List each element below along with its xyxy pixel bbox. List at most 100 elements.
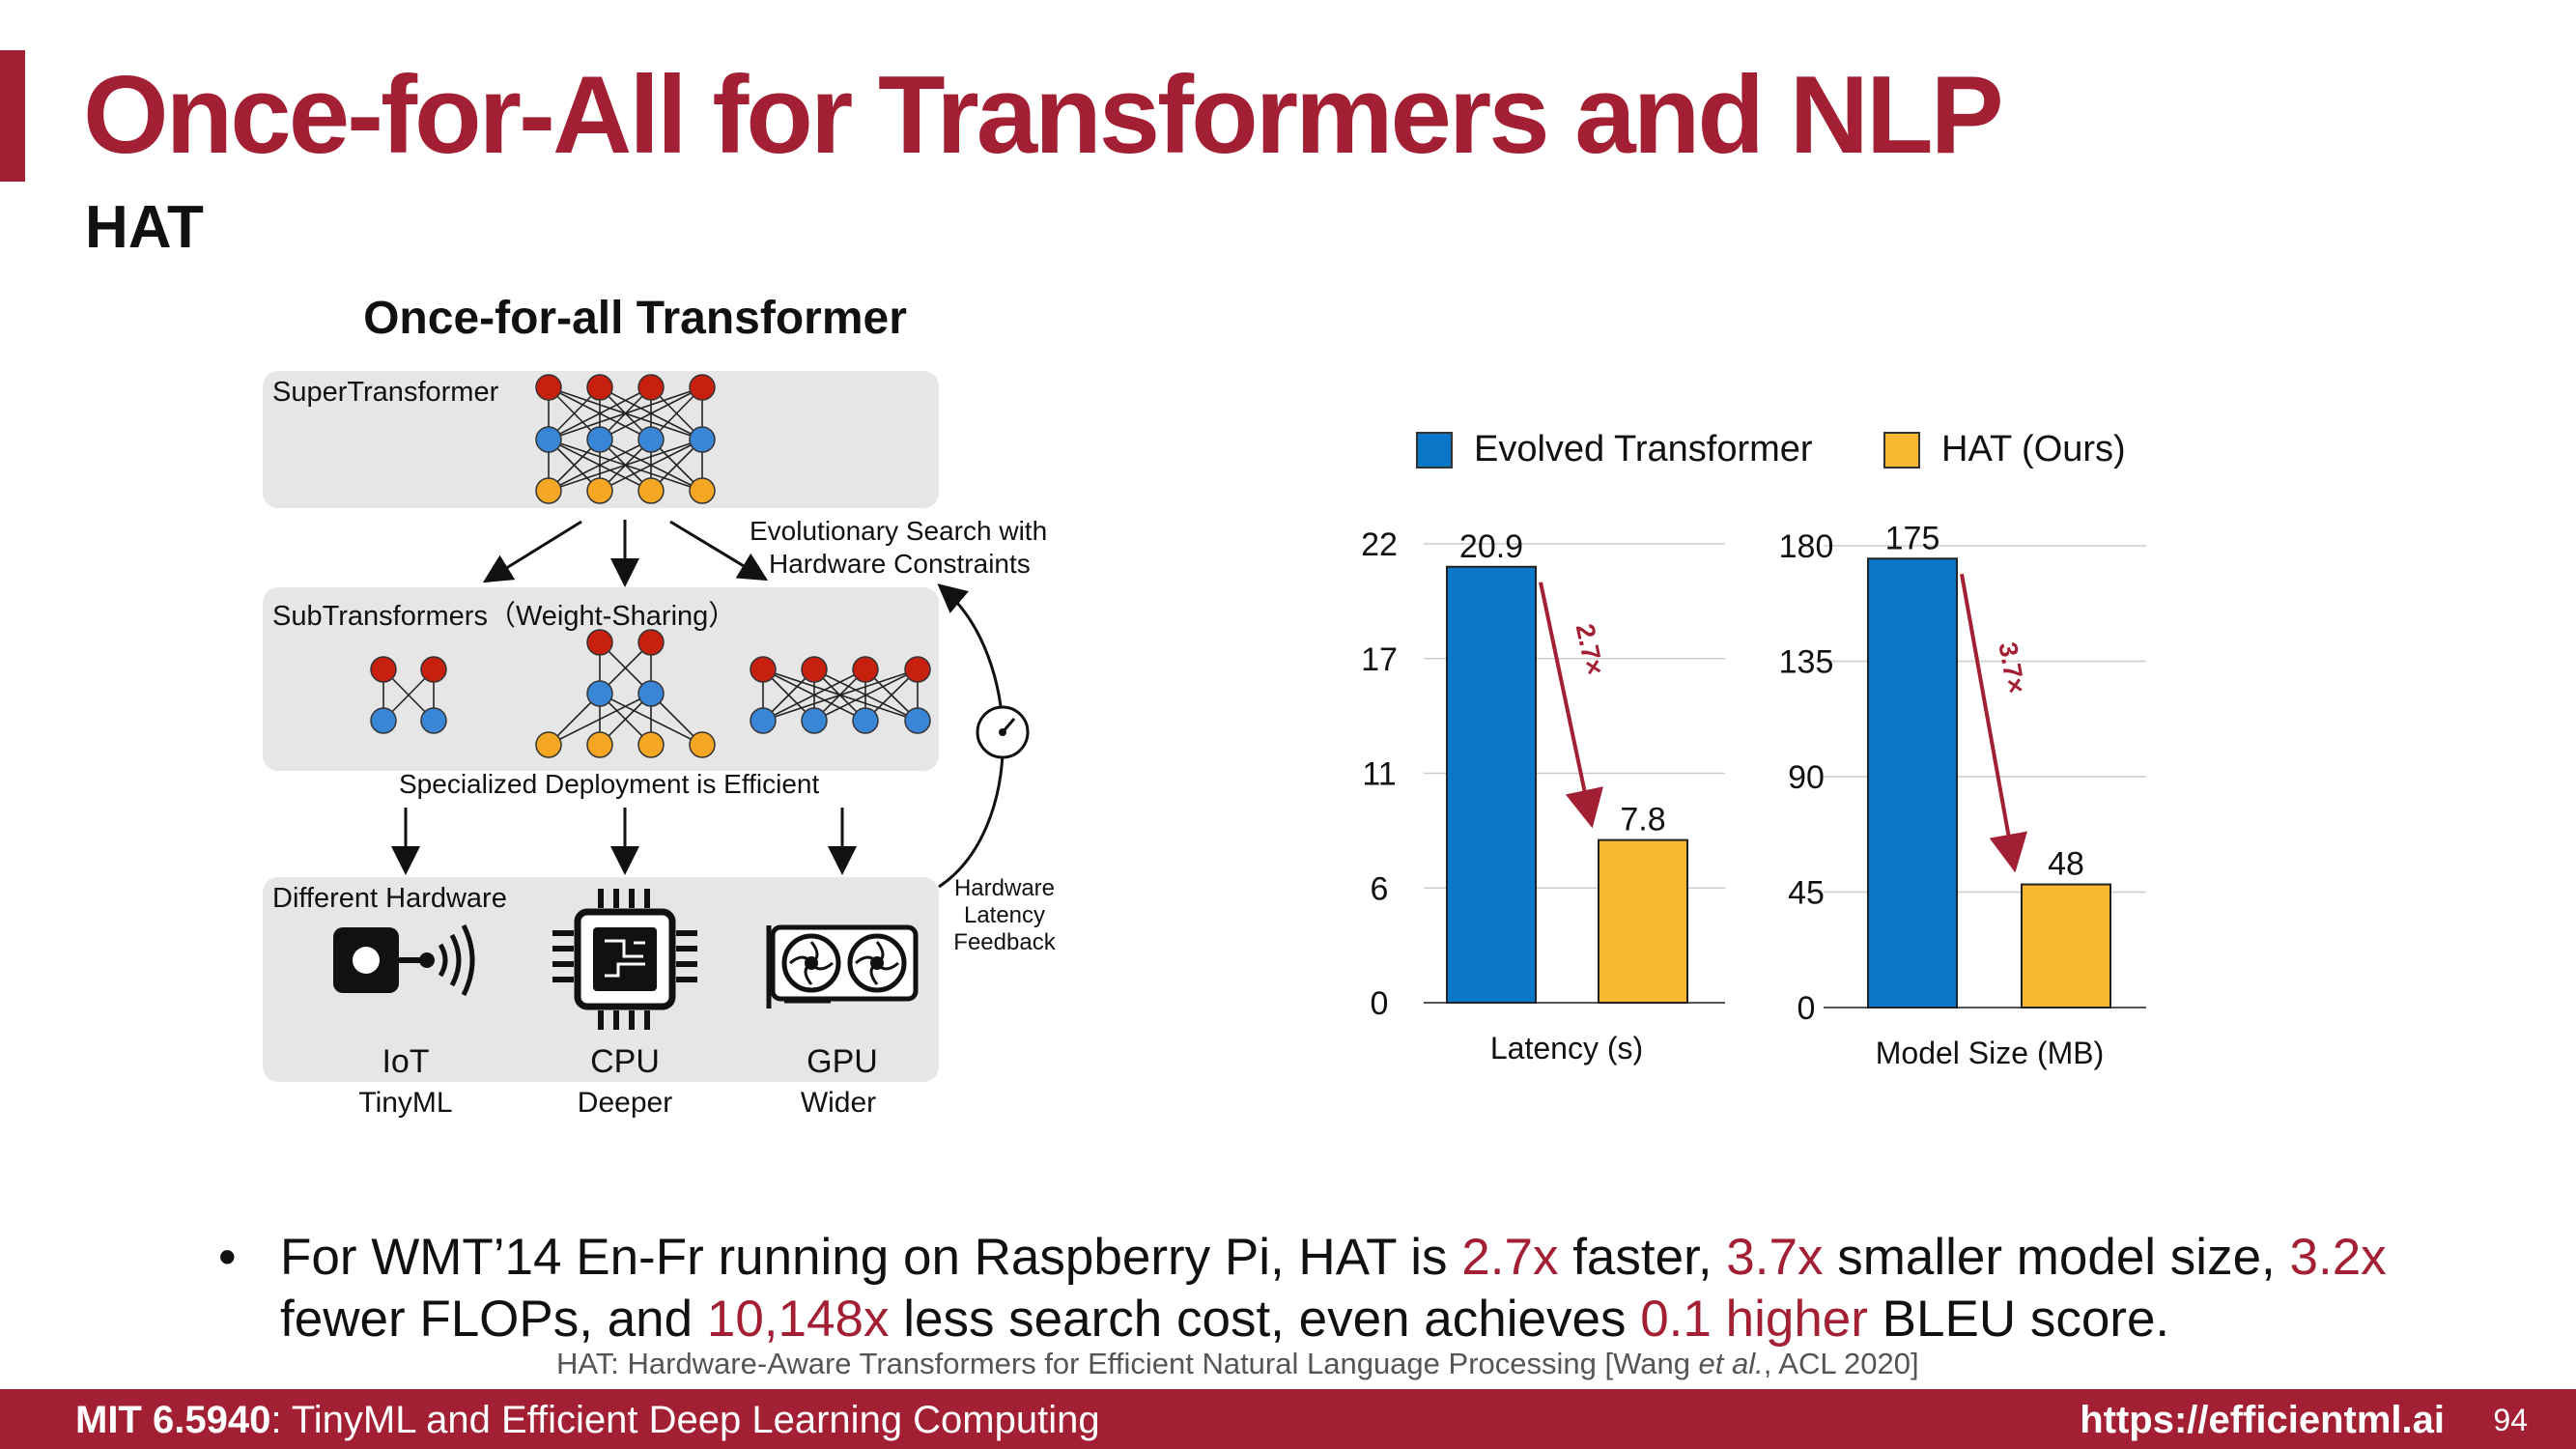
- supertransformer-label: SuperTransformer: [272, 377, 499, 408]
- diagram-heading: Once-for-all Transformer: [363, 293, 907, 344]
- network-node: [904, 656, 931, 683]
- search-label-line1: Evolutionary Search with: [750, 516, 1048, 546]
- network-edge: [762, 668, 866, 722]
- slide-title: Once-for-All for Transformers and NLP: [83, 54, 2004, 177]
- deploy-label: Specialized Deployment is Efficient: [399, 769, 820, 799]
- bar-evolved: [1867, 557, 1958, 1009]
- network-node: [637, 731, 665, 758]
- page-number: 94: [2493, 1403, 2528, 1437]
- y-tick-label: 0: [1798, 990, 1816, 1027]
- network-node: [370, 656, 397, 683]
- network-node: [535, 374, 562, 401]
- highlight-smaller: 3.7x: [1726, 1229, 1824, 1286]
- bullet-text-part: BLEU score.: [1867, 1291, 2170, 1348]
- slide-subtitle: HAT: [85, 194, 204, 261]
- bullet-text-part: faster,: [1558, 1229, 1727, 1286]
- network-node: [689, 426, 716, 453]
- y-tick-label: 0: [1371, 985, 1389, 1022]
- legend-swatch-hat: [1883, 431, 1920, 469]
- network-node: [586, 426, 613, 453]
- data-label: 175: [1885, 520, 1940, 556]
- y-tick-label: 22: [1361, 526, 1398, 563]
- highlight-faster: 2.7x: [1461, 1229, 1559, 1286]
- subtransformers-label: SubTransformers（Weight-Sharing）: [272, 601, 737, 632]
- network-node: [637, 477, 665, 504]
- legend-label-hat: HAT (Ours): [1941, 429, 2126, 469]
- network-node: [586, 374, 613, 401]
- hardware-name-cpu: CPU: [590, 1043, 660, 1080]
- feedback-label-line2: Latency: [963, 902, 1046, 928]
- network-node: [370, 707, 397, 734]
- hardware-sub-cpu: Deeper: [577, 1087, 673, 1119]
- data-label: 20.9: [1459, 528, 1523, 565]
- course-code: MIT 6.5940: [75, 1399, 271, 1441]
- network-edge: [762, 668, 919, 722]
- course-title: : TinyML and Efficient Deep Learning Com…: [270, 1399, 1100, 1441]
- network-node: [801, 707, 828, 734]
- subtransformer-small-network: [370, 656, 447, 734]
- supertransformer-network: [535, 374, 716, 504]
- course-url-link[interactable]: https://efficientml.ai: [2080, 1399, 2445, 1441]
- y-tick-label: 135: [1779, 644, 1834, 681]
- network-node: [420, 707, 447, 734]
- search-label-line2: Hardware Constraints: [769, 549, 1031, 579]
- network-node: [586, 629, 613, 656]
- network-node: [750, 656, 777, 683]
- reduction-annotation: 3.7×: [1993, 639, 2030, 696]
- legend-item-evolved: Evolved Transformer: [1416, 429, 1813, 470]
- data-label: 48: [2048, 846, 2084, 883]
- highlight-search-cost: 10,148x: [706, 1291, 890, 1348]
- gpu-card-icon: [766, 924, 919, 1009]
- footer-course: MIT 6.5940: TinyML and Efficient Deep Le…: [75, 1399, 1100, 1442]
- y-tick-label: 6: [1371, 870, 1389, 907]
- network-node: [586, 680, 613, 707]
- x-axis-label: Model Size (MB): [1876, 1036, 2105, 1070]
- subtransformers-panel: SubTransformers（Weight-Sharing）: [263, 587, 939, 771]
- network-edge: [599, 386, 703, 440]
- network-node: [852, 707, 879, 734]
- network-edge: [599, 439, 703, 492]
- search-arrow-left: [482, 520, 582, 583]
- legend-item-hat: HAT (Ours): [1883, 429, 2126, 470]
- cpu-chip-icon: [552, 889, 697, 1030]
- bar-evolved: [1446, 565, 1537, 1004]
- subtransformer-deep-network: [535, 629, 716, 758]
- feedback-label-line1: Hardware: [953, 875, 1056, 901]
- network-node: [586, 731, 613, 758]
- y-tick-label: 180: [1779, 528, 1834, 565]
- network-node: [420, 656, 447, 683]
- bar-hat: [1598, 838, 1688, 1004]
- network-edge: [813, 668, 919, 722]
- citation-text: HAT: Hardware-Aware Transformers for Eff…: [556, 1347, 1699, 1380]
- chart-model-size: 180 135 90 45 0 175 48 Model Size (MB) 3.7×: [1779, 520, 2146, 1070]
- network-node: [689, 374, 716, 401]
- network-edge: [548, 386, 652, 440]
- network-node: [535, 426, 562, 453]
- network-node: [586, 477, 613, 504]
- bullet-dot: •: [218, 1229, 237, 1286]
- network-node: [535, 477, 562, 504]
- hardware-sub-gpu: Wider: [800, 1087, 877, 1119]
- network-node: [637, 629, 665, 656]
- network-node: [637, 426, 665, 453]
- network-node: [689, 731, 716, 758]
- network-node: [689, 477, 716, 504]
- x-axis-label: Latency (s): [1490, 1031, 1643, 1065]
- search-arrow-right: [669, 520, 769, 582]
- network-edge: [548, 439, 652, 492]
- network-node: [750, 707, 777, 734]
- legend-label-evolved: Evolved Transformer: [1474, 429, 1813, 469]
- reduction-annotation: 2.7×: [1571, 621, 1609, 677]
- bullet-text: For WMT’14 En-Fr running on Raspberry Pi…: [280, 1227, 2453, 1350]
- hardware-label: Different Hardware: [272, 883, 507, 914]
- network-graphs: [370, 374, 931, 758]
- chart-latency: 22 17 11 6 0 20.9 7.8 Latency (s) 2.7×: [1361, 526, 1725, 1065]
- title-accent-bar: [0, 50, 25, 182]
- network-node: [904, 707, 931, 734]
- citation: HAT: Hardware-Aware Transformers for Eff…: [556, 1347, 1919, 1381]
- network-node: [852, 656, 879, 683]
- highlight-flops: 3.2x: [2289, 1229, 2387, 1286]
- iot-device-icon: [333, 923, 475, 997]
